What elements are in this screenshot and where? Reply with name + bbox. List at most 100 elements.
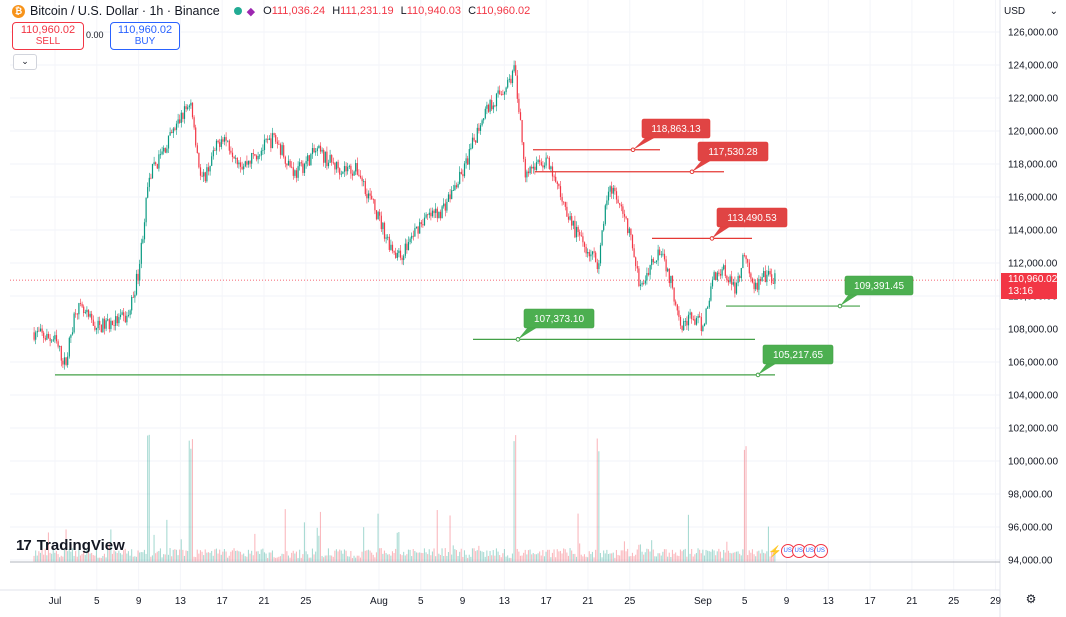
candle-body <box>545 157 547 166</box>
candle-body <box>105 320 107 329</box>
volume-bar <box>315 551 317 562</box>
candle-body <box>764 270 766 283</box>
volume-bar <box>531 554 533 562</box>
volume-bar <box>171 556 173 562</box>
volume-bar <box>415 552 417 562</box>
volume-bar <box>252 555 254 562</box>
candle-body <box>143 222 146 240</box>
tradingview-logo[interactable]: 17 TradingView <box>16 537 125 554</box>
volume-bar <box>567 555 569 562</box>
candle-body <box>654 262 656 263</box>
volume-bar <box>143 549 145 562</box>
candle-body <box>723 265 725 270</box>
time-tick-label: Sep <box>694 596 712 607</box>
candle-body <box>223 137 226 142</box>
candle-body <box>403 255 405 261</box>
candle-body <box>393 251 395 253</box>
candle-body <box>649 265 651 275</box>
candle-body <box>92 319 94 326</box>
volume-bar <box>756 551 758 562</box>
volume-bar <box>276 557 278 562</box>
volume-bar <box>353 555 355 562</box>
volume-bar <box>319 511 321 562</box>
volume-bar <box>278 556 280 562</box>
volume-bar <box>489 550 491 562</box>
volume-bar <box>599 552 601 562</box>
volume-bar <box>553 549 555 562</box>
candle-body <box>377 212 379 220</box>
candle-body <box>667 268 669 272</box>
volume-bar <box>612 552 614 562</box>
candle-body <box>219 142 221 147</box>
candle-body <box>220 139 222 147</box>
volume-bar <box>767 526 769 562</box>
volume-bar <box>423 548 425 562</box>
volume-bar <box>649 551 651 562</box>
time-tick-label: 5 <box>94 596 100 607</box>
volume-bar <box>41 548 43 562</box>
candle-body <box>431 210 434 217</box>
candle-body <box>94 325 96 330</box>
candle-body <box>695 317 698 325</box>
candle-body <box>159 154 162 156</box>
candle-body <box>415 226 418 229</box>
volume-bar <box>275 557 277 562</box>
economic-events[interactable]: ⚡ US US US US <box>768 544 828 558</box>
time-tick-label: 13 <box>499 596 511 607</box>
volume-bar <box>118 550 120 562</box>
us-flag-icon[interactable]: US <box>813 544 828 558</box>
volume-bar <box>71 548 73 562</box>
symbol-header[interactable]: ₿ Bitcoin / U.S. Dollar · 1h · Binance ◆… <box>12 3 534 19</box>
volume-bar <box>574 553 576 562</box>
candle-body <box>303 163 306 173</box>
volume-bar <box>115 551 117 562</box>
volume-bar <box>705 549 707 562</box>
volume-bar <box>542 550 544 562</box>
volume-bar <box>739 553 741 562</box>
candle-body <box>467 158 469 165</box>
candle-body <box>79 303 82 304</box>
candle-body <box>395 252 397 258</box>
chart-settings-icon[interactable]: ⚙ <box>1025 592 1037 606</box>
candle-body <box>300 162 302 164</box>
currency-label: USD <box>1004 5 1026 17</box>
time-tick-label: 25 <box>624 596 636 607</box>
volume-bar <box>484 556 486 562</box>
volume-bar <box>492 550 494 562</box>
volume-bar <box>435 556 437 562</box>
candle-body <box>151 164 154 179</box>
volume-bar <box>631 552 633 562</box>
candle-body <box>201 175 203 177</box>
volume-bar <box>508 557 510 562</box>
candle-body <box>556 182 558 184</box>
candle-body <box>95 328 98 330</box>
candle-body <box>740 268 742 279</box>
candle-body <box>44 337 46 340</box>
candle-body <box>582 236 584 243</box>
candle-body <box>145 197 147 223</box>
volume-bar <box>103 553 105 562</box>
candle-body <box>599 245 602 264</box>
volume-bar <box>236 550 238 562</box>
currency-selector[interactable]: USD ⌄ <box>1004 3 1058 19</box>
volume-bar <box>331 555 333 562</box>
sell-label: SELL <box>35 36 61 47</box>
volume-bar <box>481 551 483 562</box>
volume-bar <box>715 555 717 562</box>
volume-bar <box>758 550 760 562</box>
sell-button[interactable]: 110,960.02 SELL <box>12 22 84 50</box>
indicator-icon[interactable]: ◆ <box>246 5 256 18</box>
candle-body <box>113 325 115 326</box>
candle-body <box>259 155 261 157</box>
volume-bar <box>44 548 46 562</box>
symbol-title[interactable]: Bitcoin / U.S. Dollar · 1h · Binance <box>30 4 220 18</box>
volume-bar <box>681 551 683 562</box>
flash-icon[interactable]: ⚡ <box>768 545 782 558</box>
collapse-legend-button[interactable]: ⌄ <box>13 54 37 70</box>
volume-bar <box>559 550 561 562</box>
candle-body <box>558 183 560 187</box>
buy-button[interactable]: 110,960.02 BUY <box>110 22 180 50</box>
volume-bar <box>644 552 646 562</box>
volume-bar <box>233 548 235 562</box>
